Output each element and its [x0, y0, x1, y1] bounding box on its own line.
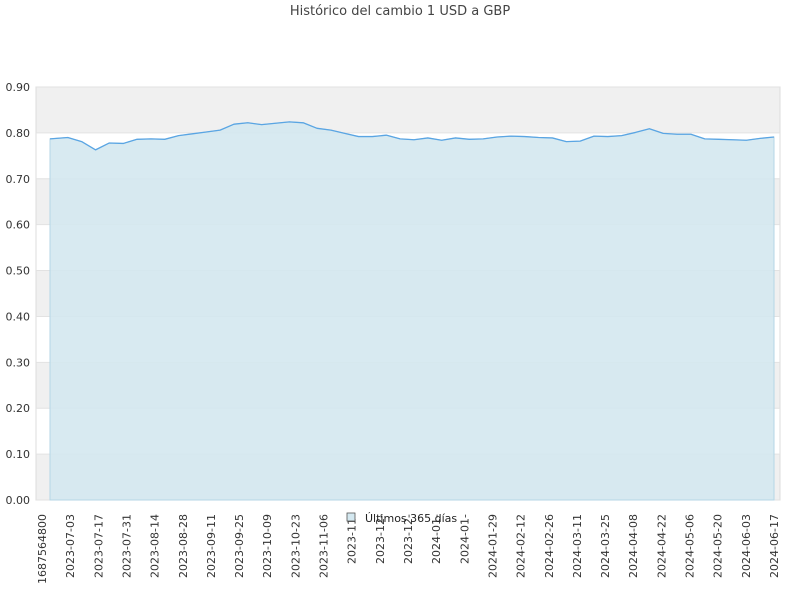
legend[interactable]: Últimos 365 días [346, 512, 457, 525]
x-tick-label: 2024-01- [430, 514, 443, 564]
x-tick-label: 2024-01- [458, 514, 471, 564]
x-tick-label: 2024-01-29 [486, 514, 499, 578]
x-tick-label: 2024-06-17 [768, 514, 781, 578]
x-tick-label: 2023-09-11 [205, 514, 218, 578]
x-tick-label: 2024-03-25 [599, 514, 612, 578]
y-tick-label: 0.90 [6, 81, 31, 94]
x-tick-label: 2023-10-09 [261, 514, 274, 578]
legend-swatch[interactable] [346, 512, 356, 522]
x-tick-label: 2023-11- [346, 514, 359, 564]
y-tick-label: 0.20 [6, 402, 31, 415]
x-tick-label: 2023-12- [374, 514, 387, 564]
series-area [49, 121, 775, 501]
x-tick-label: 2023-07-17 [92, 514, 105, 578]
y-tick-label: 0.10 [6, 448, 31, 461]
y-tick-label: 0.70 [6, 173, 31, 186]
x-tick-label: 1687564800 [36, 514, 49, 584]
x-tick-label: 2024-04-08 [627, 514, 640, 578]
grid-band [36, 87, 780, 133]
x-axis: 1687564800 2023-07-03 2023-07-17 2023-07-31… [36, 514, 781, 584]
x-tick-label: 2024-04-22 [655, 514, 668, 578]
x-tick-label: 2023-07-03 [64, 514, 77, 578]
x-tick-label: 2024-02-12 [515, 514, 528, 578]
y-tick-label: 0.00 [6, 494, 31, 507]
series-layer [49, 121, 775, 501]
legend-label[interactable]: Últimos 365 días [365, 512, 457, 525]
x-tick-label: 2024-05-20 [712, 514, 725, 578]
x-tick-label: 2023-10-23 [289, 514, 302, 578]
x-tick-label: 2023-08-14 [149, 514, 162, 578]
x-tick-label: 2023-11-06 [318, 514, 331, 578]
x-tick-label: 2023-08-28 [177, 514, 190, 578]
series-line [49, 121, 775, 151]
x-tick-label: 2024-03-11 [571, 514, 584, 578]
x-tick-label: 2023-12- [402, 514, 415, 564]
y-tick-label: 0.60 [6, 219, 31, 232]
x-tick-label: 2023-07-31 [120, 514, 133, 578]
x-tick-label: 2024-06-03 [740, 514, 753, 578]
y-tick-label: 0.80 [6, 127, 31, 140]
x-tick-label: 2024-02-26 [543, 514, 556, 578]
y-tick-label: 0.50 [6, 265, 31, 278]
y-axis: 0.00 0.10 0.20 0.30 0.40 0.50 0.60 0.70 0.80 0.90 [6, 81, 31, 507]
x-tick-label: 2024-05-06 [684, 514, 697, 578]
x-tick-label: 2023-09-25 [233, 514, 246, 578]
y-tick-label: 0.30 [6, 356, 31, 369]
chart-title: Histórico del cambio 1 USD a GBP [290, 4, 511, 19]
y-tick-label: 0.40 [6, 310, 31, 323]
